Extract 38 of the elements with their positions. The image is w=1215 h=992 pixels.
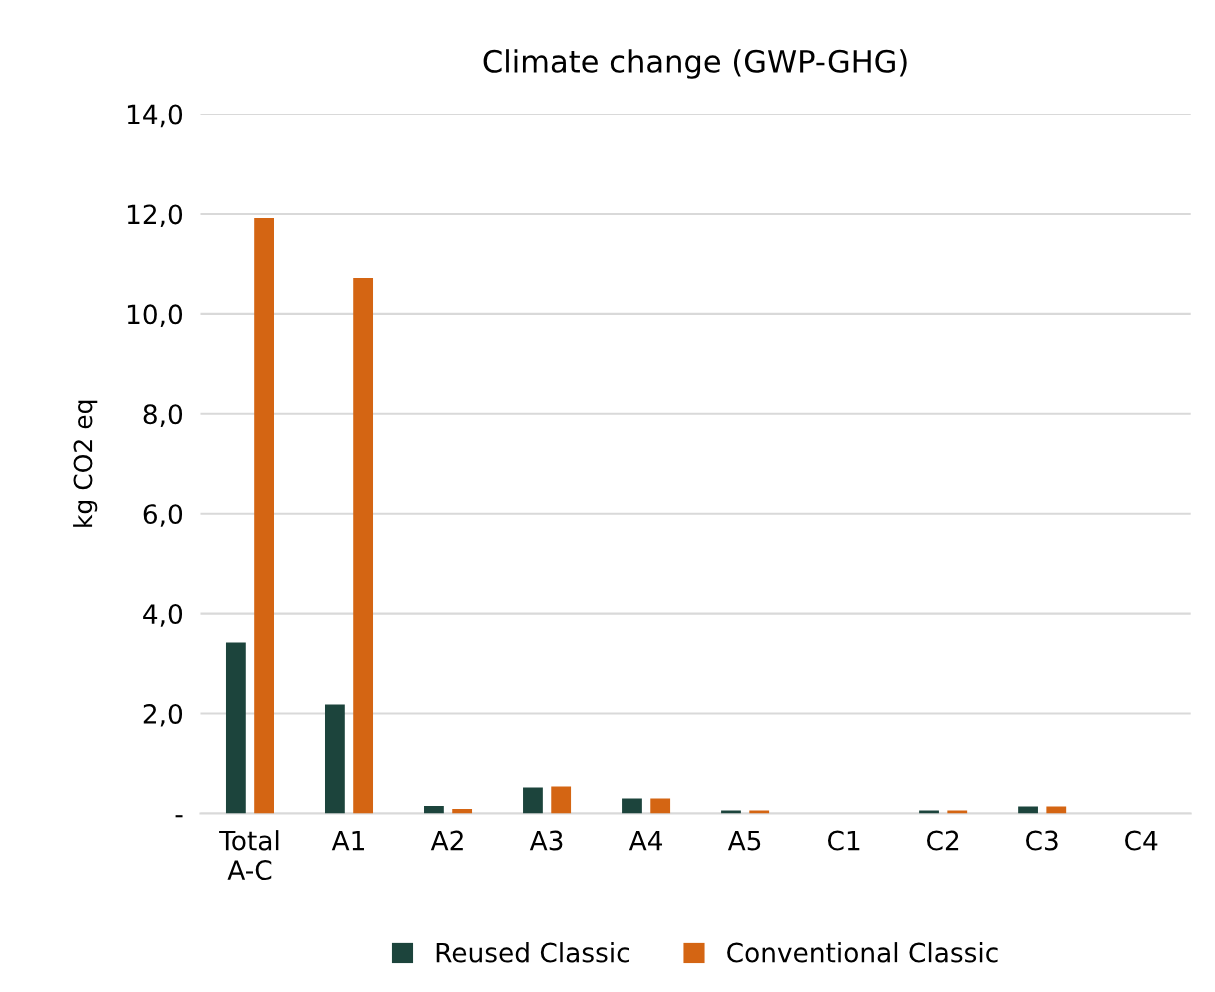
bar <box>749 810 770 814</box>
y-tick-label: 6,0 <box>143 504 183 527</box>
bar <box>1018 806 1038 814</box>
chart-title: Climate change (GWP-GHG) <box>483 49 907 79</box>
y-axis-title: kg CO2 eq <box>73 400 98 527</box>
bar <box>721 810 741 814</box>
bar <box>947 810 968 814</box>
bar <box>523 787 543 814</box>
x-tick-label: C3 <box>1026 830 1058 851</box>
bar <box>1046 806 1067 814</box>
x-tick-label: C1 <box>827 830 860 851</box>
bar <box>622 798 642 814</box>
y-tick-label: 2,0 <box>143 703 183 727</box>
bar <box>919 810 939 814</box>
x-tick-label: A4 <box>628 830 663 851</box>
x-tick-label: A5 <box>727 830 761 851</box>
x-tick-label: A3 <box>529 830 563 851</box>
bar <box>551 786 572 814</box>
y-tick-label: 10,0 <box>127 304 183 327</box>
bar <box>225 642 246 814</box>
x-tick-label: C2 <box>927 830 959 851</box>
legend-label: Reused Classic <box>436 942 630 963</box>
x-tick-label: A2 <box>430 830 463 851</box>
bar <box>325 704 345 814</box>
y-tick-label: 12,0 <box>127 204 183 228</box>
legend-label: Conventional Classic <box>727 942 998 963</box>
y-tick-label: 8,0 <box>143 404 183 427</box>
x-tick-label: Total A-C <box>219 830 279 881</box>
x-tick-label: C4 <box>1125 830 1158 851</box>
y-tick-label: - <box>175 815 183 818</box>
bar <box>650 798 671 814</box>
x-tick-label: A1 <box>331 830 364 851</box>
bar <box>424 805 444 814</box>
bar <box>353 277 374 814</box>
y-tick-label: 4,0 <box>143 604 183 627</box>
y-tick-label: 14,0 <box>127 104 183 128</box>
bar <box>254 217 274 814</box>
bar <box>452 808 473 814</box>
